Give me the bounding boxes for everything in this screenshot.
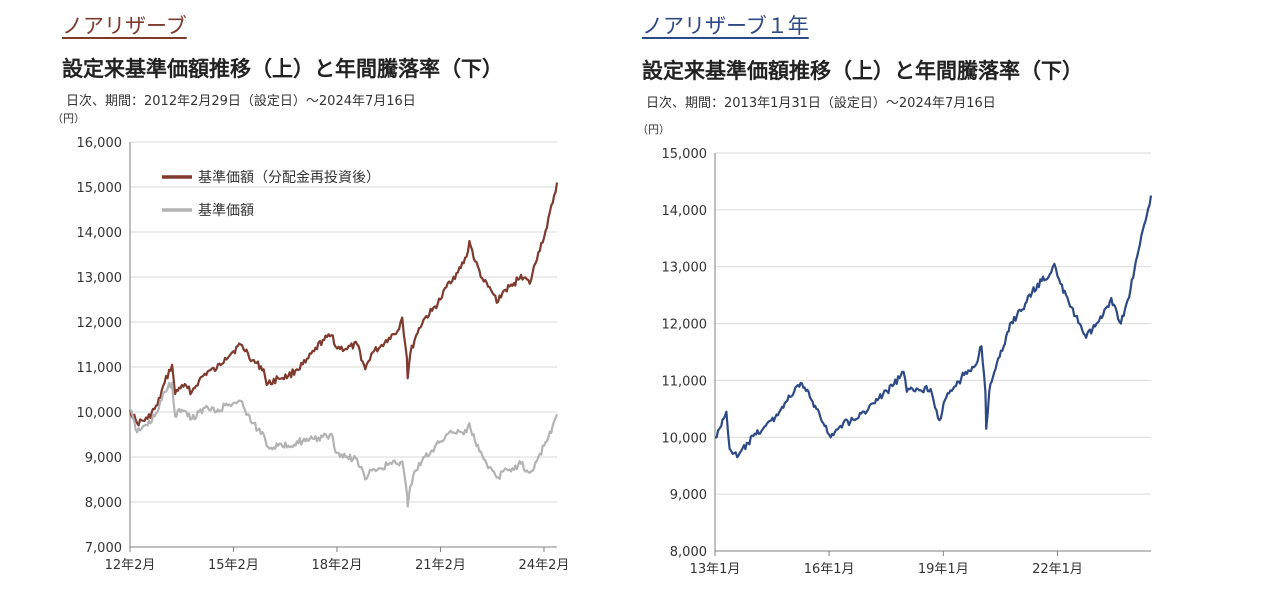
- y-tick-label: 11,000: [662, 374, 708, 389]
- y-tick-label: 12,000: [662, 318, 708, 333]
- y-tick-label: 16,000: [77, 136, 123, 151]
- y-tick-label: 14,000: [662, 204, 708, 219]
- chart-panel-reserve: ノアリザーブ 設定来基準価額推移（上）と年間騰落率（下） 日次、期間：2012年…: [0, 0, 620, 589]
- x-tick-label: 19年1月: [918, 562, 969, 577]
- chart-subtitle: 日次、期間：2012年2月29日（設定日）～2024年7月16日: [66, 94, 416, 109]
- x-tick-label: 24年2月: [519, 558, 570, 573]
- x-tick-label: 16年1月: [804, 562, 855, 577]
- y-tick-label: 7,000: [85, 541, 122, 556]
- legend-label: 基準価額（分配金再投資後）: [198, 169, 380, 186]
- y-tick-label: 13,000: [77, 271, 123, 286]
- y-tick-label: 11,000: [77, 361, 123, 376]
- y-tick-label: 10,000: [662, 431, 708, 446]
- series-line: [714, 195, 1153, 459]
- fund-name: ノアリザーブ１年: [642, 14, 809, 38]
- x-tick-label: 21年2月: [415, 558, 466, 573]
- x-tick-label: 13年1月: [690, 562, 741, 577]
- chart-panel-reserve-1y: ノアリザーブ１年 設定来基準価額推移（上）と年間騰落率（下） 日次、期間：201…: [630, 0, 1280, 589]
- y-unit-label: （円）: [52, 112, 85, 125]
- x-tick-label: 15年2月: [208, 558, 259, 573]
- chart-title: 設定来基準価額推移（上）と年間騰落率（下）: [642, 59, 1083, 83]
- chart-subtitle: 日次、期間：2013年1月31日（設定日）～2024年7月16日: [646, 96, 996, 111]
- legend-label: 基準価額: [198, 202, 254, 219]
- y-tick-label: 14,000: [77, 226, 123, 241]
- y-unit-label: （円）: [637, 123, 670, 136]
- line-chart-reserve: （円） 7,000 8,000 9,000 10,000 11,000 12,000 13,0…: [52, 112, 570, 573]
- y-tick-label: 9,000: [85, 451, 122, 466]
- x-tick-label: 22年1月: [1032, 562, 1083, 577]
- y-tick-label: 15,000: [77, 181, 123, 196]
- series-line: [128, 182, 559, 427]
- x-tick-label: 18年2月: [312, 558, 363, 573]
- fund-name: ノアリザーブ: [62, 14, 187, 38]
- y-tick-label: 15,000: [662, 147, 708, 162]
- series-line: [129, 381, 559, 508]
- y-tick-label: 12,000: [77, 316, 123, 331]
- y-tick-label: 8,000: [670, 545, 707, 560]
- y-tick-label: 13,000: [662, 261, 708, 276]
- chart-title: 設定来基準価額推移（上）と年間騰落率（下）: [62, 57, 503, 81]
- y-tick-label: 9,000: [670, 488, 707, 503]
- y-tick-label: 10,000: [77, 406, 123, 421]
- x-tick-label: 12年2月: [105, 558, 156, 573]
- line-chart-reserve-1y: （円） 8,000 9,000 10,000 11,000 12,000 13,000 14,…: [637, 123, 1153, 577]
- y-tick-label: 8,000: [85, 496, 122, 511]
